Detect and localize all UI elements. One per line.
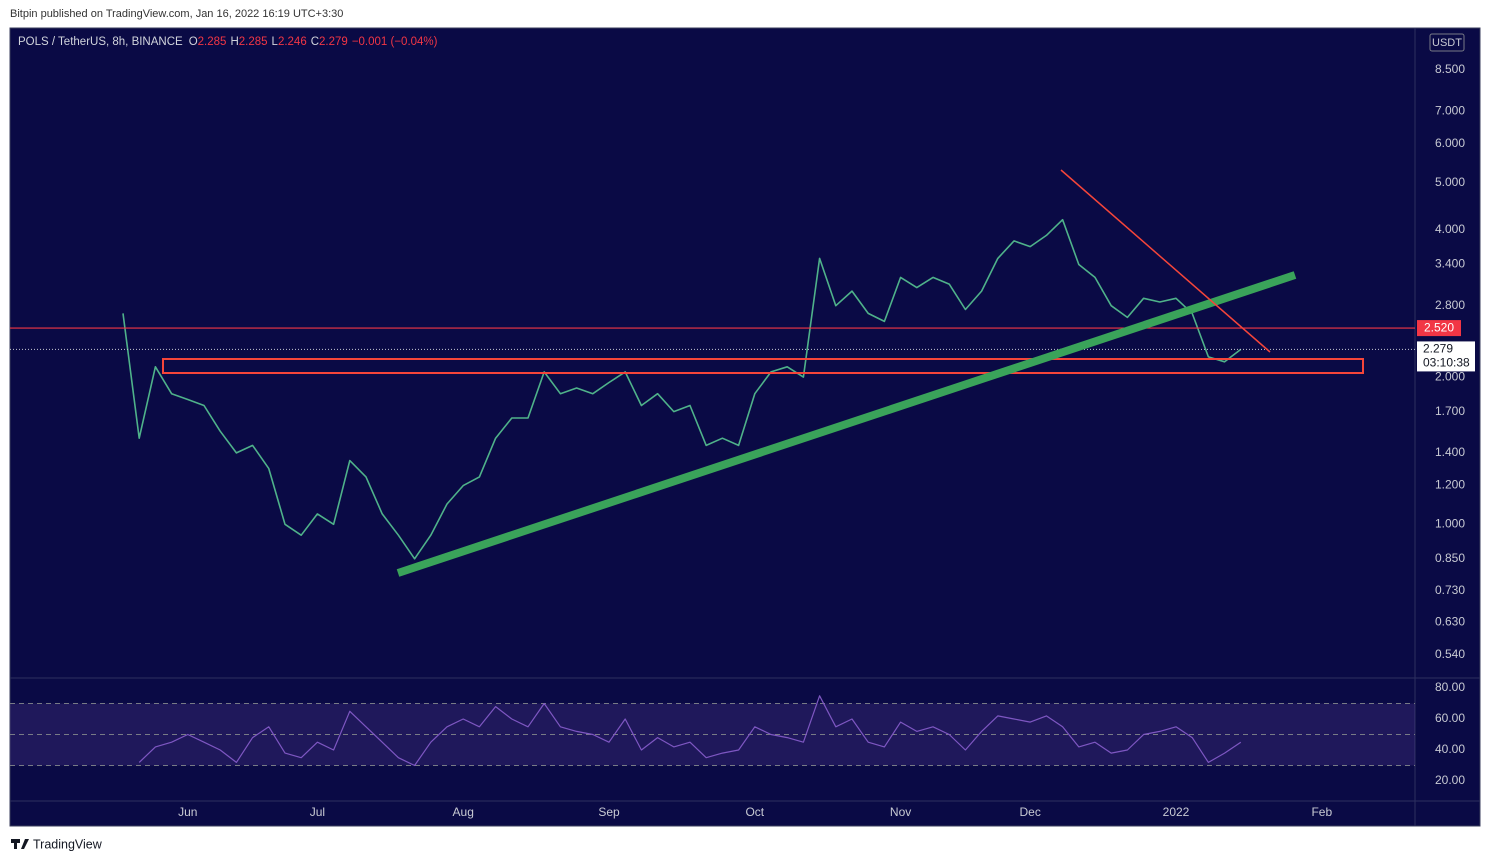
y-tick-label: 4.000	[1435, 222, 1465, 236]
y-tick-label: 0.630	[1435, 615, 1465, 629]
price-change: −0.001 (−0.04%)	[352, 36, 438, 48]
series-line	[122, 218, 1242, 560]
series-line	[138, 695, 1242, 767]
y-tick-label: 0.730	[1435, 583, 1465, 597]
y-tick-label: 1.000	[1435, 516, 1465, 530]
x-tick-label: Nov	[890, 805, 911, 819]
symbol-header: POLS / TetherUS, 8h, BINANCE O2.285 H2.285…	[18, 36, 438, 48]
currency-label: USDT	[1432, 37, 1462, 49]
level-label: 2.520	[1424, 320, 1454, 334]
rsi-tick-label: 40.00	[1435, 742, 1465, 756]
y-tick-label: 2.800	[1435, 298, 1465, 312]
x-tick-label: Aug	[453, 805, 474, 819]
y-tick-label: 7.000	[1435, 103, 1465, 117]
ohlc-value: 2.246	[278, 36, 307, 48]
y-tick-label: 5.000	[1435, 175, 1465, 189]
symbol: POLS / TetherUS, 8h, BINANCE	[18, 36, 183, 48]
y-tick-label: 8.500	[1435, 62, 1465, 76]
ohlc-key: O	[189, 36, 198, 48]
x-tick-label: 2022	[1163, 805, 1190, 819]
x-tick-label: Sep	[598, 805, 620, 819]
trend-line-down	[1060, 169, 1271, 353]
ohlc-value: 2.285	[239, 36, 268, 48]
y-tick-label: 2.000	[1435, 369, 1465, 383]
price-pane	[10, 218, 1415, 560]
rsi-tick-label: 20.00	[1435, 773, 1465, 787]
last-price-label: 2.279	[1423, 342, 1453, 356]
y-tick-label: 1.400	[1435, 445, 1465, 459]
x-tick-label: Jul	[310, 805, 325, 819]
level-label-box	[1417, 320, 1461, 337]
y-tick-label: 1.700	[1435, 404, 1465, 418]
y-tick-label: 1.200	[1435, 478, 1465, 492]
rsi-tick-label: 80.00	[1435, 680, 1465, 694]
ohlc-key: C	[311, 36, 319, 48]
rsi-pane	[10, 695, 1415, 767]
ohlc-key: L	[272, 36, 279, 48]
brand-name: TradingView	[33, 837, 103, 851]
rsi-tick-label: 60.00	[1435, 711, 1465, 725]
support-box	[162, 358, 1364, 374]
ohlc-value: 2.285	[198, 36, 227, 48]
x-tick-label: Oct	[745, 805, 764, 819]
ohlc-value: 2.279	[319, 36, 348, 48]
ohlc-key: H	[230, 36, 238, 48]
y-tick-label: 0.850	[1435, 551, 1465, 565]
y-tick-label: 3.400	[1435, 257, 1465, 271]
axes: 8.500 7.000 6.000 5.000 4.000 3.400 2.800 2.000…	[178, 62, 1475, 819]
y-tick-label: 6.000	[1435, 136, 1465, 150]
x-tick-label: Jun	[178, 805, 197, 819]
countdown-label: 03:10:38	[1423, 356, 1470, 370]
currency-box	[1429, 33, 1465, 52]
x-tick-label: Dec	[1020, 805, 1041, 819]
last-price-box	[1417, 341, 1475, 372]
publisher-note: Bitpin published on TradingView.com, Jan…	[10, 8, 343, 20]
y-tick-label: 0.540	[1435, 647, 1465, 661]
trend-line-up	[396, 271, 1297, 577]
brand-logo	[11, 839, 29, 849]
x-tick-label: Feb	[1311, 805, 1332, 819]
